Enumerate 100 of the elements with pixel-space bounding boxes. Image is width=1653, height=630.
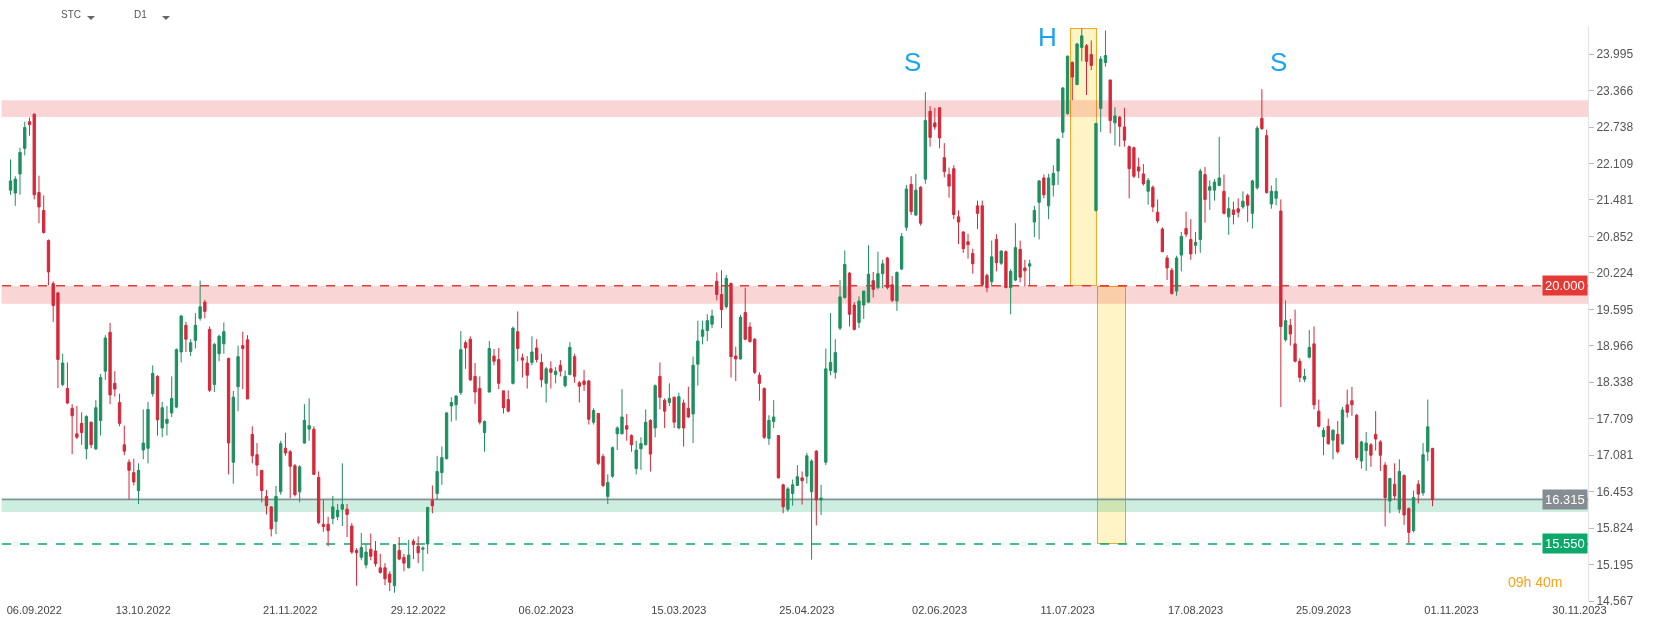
candlestick	[407, 539, 411, 569]
candlestick	[956, 209, 961, 245]
candlestick	[677, 392, 681, 430]
candlestick	[245, 334, 250, 400]
candlestick	[572, 353, 577, 384]
candlestick	[1046, 173, 1051, 220]
candlestick	[61, 353, 65, 387]
candlestick	[800, 470, 804, 506]
candlestick	[1392, 462, 1397, 501]
candlestick	[971, 248, 975, 275]
candlestick	[1279, 198, 1283, 408]
candlestick	[776, 435, 781, 479]
candlestick	[340, 462, 344, 527]
candlestick	[1222, 174, 1226, 216]
candlestick	[914, 173, 918, 217]
candlestick	[1084, 43, 1089, 96]
candlestick	[762, 386, 766, 440]
y-tick-label: 19.595	[1596, 302, 1634, 317]
candlestick	[75, 405, 79, 440]
candlestick	[1146, 177, 1150, 206]
candlestick	[610, 446, 615, 479]
x-tick-label: 29.12.2022	[390, 604, 446, 616]
x-tick-label: 30.11.2023	[1552, 604, 1607, 616]
candlestick	[1203, 166, 1207, 224]
candlestick	[1070, 60, 1074, 101]
y-tick-label: 21.481	[1596, 193, 1634, 208]
candlestick	[1094, 122, 1098, 213]
candlestick	[994, 233, 999, 272]
candlestick	[1264, 129, 1269, 195]
candlestick	[103, 334, 107, 381]
candlestick	[1141, 163, 1146, 187]
y-tick-label: 15.824	[1596, 521, 1634, 536]
candlestick	[506, 389, 510, 413]
candlestick	[184, 321, 188, 353]
candlestick	[459, 330, 463, 396]
candlestick	[1004, 249, 1008, 289]
candlestick	[1013, 222, 1018, 282]
candlestick	[1307, 329, 1311, 359]
candlestick	[411, 538, 416, 560]
annotation: S	[904, 47, 922, 77]
candlestick	[681, 399, 686, 448]
x-tick-label: 25.04.2023	[779, 604, 835, 616]
y-tick-label: 22.738	[1596, 120, 1634, 135]
candlestick	[226, 357, 231, 475]
candlestick	[269, 506, 273, 537]
candlestick	[264, 489, 269, 515]
candlestick	[629, 433, 634, 453]
candlestick	[307, 397, 311, 442]
candlestick	[89, 421, 93, 449]
candlestick	[719, 269, 724, 329]
candlestick	[236, 345, 240, 412]
candlestick	[331, 495, 335, 525]
candlestick	[553, 366, 558, 384]
candlestick	[544, 366, 548, 403]
candlestick	[1288, 318, 1292, 347]
candlestick	[1113, 106, 1117, 146]
candlestick	[1227, 196, 1231, 236]
candlestick	[1302, 368, 1307, 383]
candlestick	[1122, 107, 1127, 148]
candlestick	[1283, 299, 1288, 343]
candlestick	[1426, 399, 1430, 462]
y-tick-label: 17.709	[1596, 411, 1634, 426]
candlestick	[430, 484, 435, 514]
candlestick	[942, 142, 946, 178]
candlestick	[724, 274, 728, 309]
x-tick-label: 25.09.2023	[1295, 604, 1352, 616]
text: D1	[134, 9, 148, 20]
candlestick	[653, 383, 657, 438]
candlestick	[1208, 179, 1212, 211]
ref-line-label: 15.550	[1545, 536, 1585, 551]
candlestick	[937, 106, 942, 149]
candlestick	[795, 464, 800, 487]
candlestick	[345, 503, 349, 538]
candlestick	[1326, 418, 1330, 446]
candlestick	[70, 403, 74, 455]
candlestick	[1416, 479, 1420, 504]
candlestick	[781, 483, 785, 514]
candlestick	[1231, 201, 1236, 225]
x-tick-label: 11.07.2023	[1040, 604, 1095, 616]
candlestick	[696, 320, 700, 387]
candlestick	[298, 464, 302, 503]
candlestick	[738, 314, 743, 361]
candlestick	[463, 339, 468, 370]
candlestick	[155, 374, 160, 437]
candlestick	[84, 414, 89, 460]
candlestick	[1170, 267, 1174, 296]
candlestick	[392, 543, 397, 594]
candlestick	[1108, 79, 1112, 134]
candlestick	[132, 458, 136, 486]
candlestick	[1051, 164, 1055, 198]
candlestick	[425, 506, 430, 555]
candlestick	[1397, 458, 1402, 514]
x-tick-label: 15.03.2023	[651, 604, 707, 616]
candlestick	[122, 425, 126, 456]
candlestick	[1165, 254, 1169, 281]
candlestick	[207, 325, 212, 393]
candlestick	[999, 249, 1003, 266]
candlestick	[274, 485, 278, 535]
candlestick	[1369, 442, 1373, 468]
ref-line-label: 16.315	[1545, 492, 1585, 507]
